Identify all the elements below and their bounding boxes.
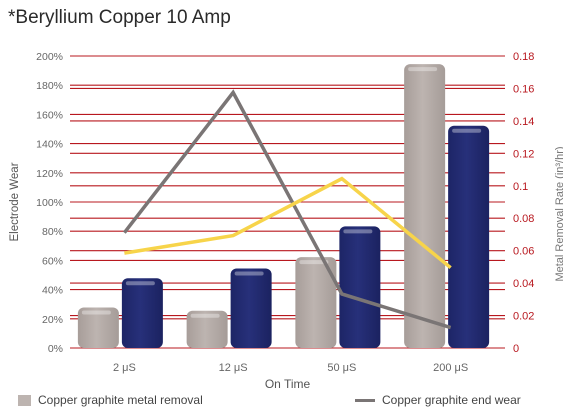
x-tick-label-2: 50 μS [327, 362, 356, 374]
bar-highlight-1-0 [125, 281, 155, 286]
bar-series-2-2 [339, 226, 381, 348]
y-right-tick-label-0: 0 [513, 343, 519, 355]
y-left-tick-label-1: 20% [42, 314, 63, 326]
y-left-tick-label-6: 120% [36, 168, 63, 180]
legend-swatch-metal-removal [18, 394, 31, 406]
legend-swatch-end-wear [355, 398, 375, 402]
y-right-tick-label-8: 0.16 [513, 83, 534, 95]
bar-metal-removal-1 [186, 310, 228, 348]
bar-metal-removal-2 [295, 257, 337, 348]
bar-series-2-3 [448, 125, 490, 348]
y-right-tick-label-4: 0.08 [513, 213, 534, 225]
line-end-wear [122, 89, 452, 330]
bar-highlight-1-1 [234, 271, 264, 276]
y-left-tick-label-8: 160% [36, 109, 63, 121]
y-left-tick-label-0: 0% [48, 343, 63, 355]
y-left-axis-title: Electrode Wear [9, 162, 21, 241]
line-series-2 [124, 176, 452, 270]
y-right-tick-label-7: 0.14 [513, 116, 534, 128]
y-left-tick-label-9: 180% [36, 80, 63, 92]
legend-label-metal-removal: Copper graphite metal removal [38, 393, 203, 407]
legend-item-metal-removal: Copper graphite metal removal [18, 393, 203, 407]
y-right-tick-label-2: 0.04 [513, 278, 534, 290]
y-right-tick-label-3: 0.06 [513, 246, 534, 258]
bar-highlight-0-1 [190, 313, 220, 318]
y-left-tick-label-2: 40% [42, 285, 63, 297]
legend-item-end-wear: Copper graphite end wear [355, 393, 521, 407]
y-left-tick-label-5: 100% [36, 197, 63, 209]
bar-highlight-1-2 [343, 229, 373, 234]
bar-highlight-0-0 [81, 310, 111, 315]
bar-highlight-0-3 [408, 67, 438, 72]
bar-series-2-0 [121, 278, 163, 348]
bar-highlight-1-3 [452, 128, 482, 133]
chart-title: *Beryllium Copper 10 Amp [8, 7, 231, 28]
legend-label-end-wear: Copper graphite end wear [382, 393, 521, 407]
y-left-tick-label-3: 60% [42, 255, 63, 267]
bar-metal-removal-3 [404, 64, 446, 348]
x-tick-label-1: 12 μS [219, 362, 248, 374]
x-tick-label-0: 2 μS [113, 362, 136, 374]
x-tick-label-3: 200 μS [433, 362, 468, 374]
y-right-tick-label-9: 0.18 [513, 51, 534, 63]
y-right-axis-title: Metal Removal Rate (in³/hr) [554, 146, 563, 281]
y-right-tick-label-1: 0.02 [513, 311, 534, 323]
x-axis-title: On Time [265, 377, 311, 391]
bar-highlight-0-2 [299, 260, 329, 265]
y-left-tick-label-7: 140% [36, 139, 63, 151]
y-right-tick-label-6: 0.12 [513, 148, 534, 160]
y-right-tick-label-5: 0.1 [513, 181, 528, 193]
bar-metal-removal-0 [77, 307, 119, 348]
y-left-tick-label-10: 200% [36, 51, 63, 63]
bar-series-2-1 [230, 268, 272, 348]
y-left-tick-label-4: 80% [42, 226, 63, 238]
